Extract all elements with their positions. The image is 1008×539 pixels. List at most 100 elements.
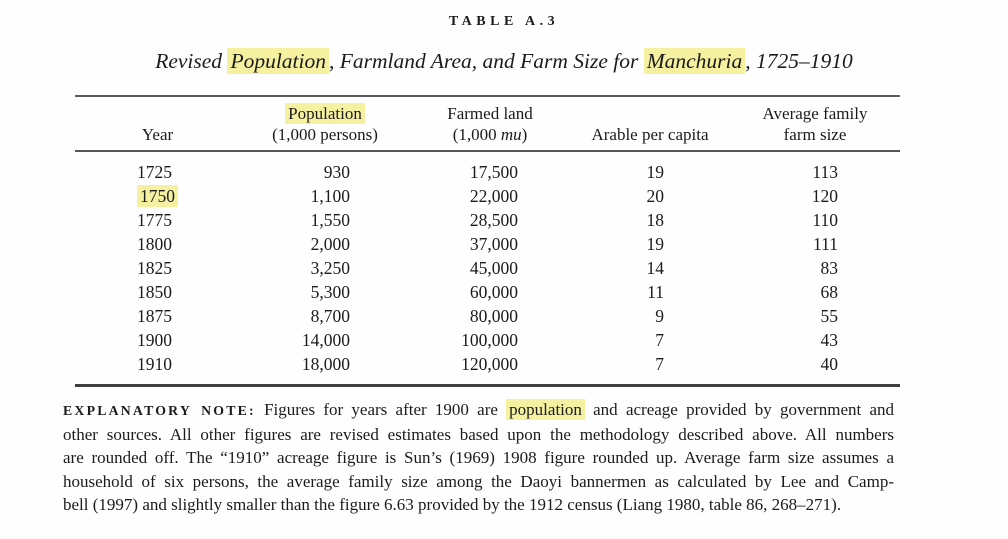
text-segment: 68 <box>820 282 839 302</box>
text-segment: 7 <box>655 354 664 374</box>
text-segment: other sources. All other figures are rev… <box>63 424 894 444</box>
cell-avg-family-farm-size: 55 <box>730 304 900 328</box>
cell-farmed-land: 28,500 <box>410 208 570 232</box>
cell-year: 1875 <box>75 304 240 328</box>
text-segment: 1,550 <box>310 210 350 230</box>
text-segment: ) <box>521 125 528 144</box>
note-line: other sources. All other figures are rev… <box>63 423 894 447</box>
text-segment: 100,000 <box>461 330 518 350</box>
cell-farmed-land: 80,000 <box>410 304 570 328</box>
cell-farmed-land: 45,000 <box>410 256 570 280</box>
cell-avg-family-farm-size: 111 <box>730 232 900 256</box>
text-segment: 1825 <box>137 258 172 278</box>
cell-arable-per-capita: 14 <box>570 256 730 280</box>
table-row-1750: 1750 1,100 22,000 20 120 <box>75 184 900 208</box>
text-segment: 8,700 <box>310 306 350 326</box>
column-header-farmed-land: Farmed land (1,000 mu) <box>410 96 570 152</box>
text-segment: bell (1997) and slightly smaller than th… <box>63 495 842 514</box>
text-segment: Figures for years after 1900 are <box>255 400 507 419</box>
text-segment: 80,000 <box>469 306 518 326</box>
text-segment: , Farmland Area, and Farm Size for <box>329 49 644 73</box>
text-segment: 37,000 <box>469 234 518 254</box>
cell-year: 1800 <box>75 232 240 256</box>
cell-population: 18,000 <box>240 352 410 386</box>
table-row-1800: 1800 2,000 37,000 19 111 <box>75 232 900 256</box>
note-line: bell (1997) and slightly smaller than th… <box>63 493 894 517</box>
column-header-year: Year <box>75 96 240 152</box>
cell-avg-family-farm-size: 83 <box>730 256 900 280</box>
text-segment: 120,000 <box>461 354 518 374</box>
text-segment: are rounded off. The “1910” acreage figu… <box>63 448 894 467</box>
note-label: EXPLANATORY NOTE: <box>63 403 256 418</box>
text-segment: 110 <box>812 210 838 230</box>
cell-avg-family-farm-size: 120 <box>730 184 900 208</box>
column-header-avg-family-farm-size: Average family farm size <box>730 96 900 152</box>
text-segment: 55 <box>820 306 839 326</box>
text-segment: 930 <box>323 162 350 182</box>
cell-year: 1825 <box>75 256 240 280</box>
text-segment: 14 <box>646 258 665 278</box>
search-highlight: Population <box>227 48 329 74</box>
text-segment: Arable per capita <box>591 125 709 144</box>
explanatory-note: EXPLANATORY NOTE: Figures for years afte… <box>63 398 894 517</box>
table-row-1900: 1900 14,000 100,000 7 43 <box>75 328 900 352</box>
table-row-1910: 1910 18,000 120,000 7 40 <box>75 352 900 386</box>
text-segment: 19 <box>646 234 665 254</box>
text-segment: Average family <box>762 104 868 123</box>
text-segment: 2,000 <box>310 234 350 254</box>
text-segment: 17,500 <box>469 162 518 182</box>
text-segment: Revised <box>155 49 228 73</box>
cell-arable-per-capita: 11 <box>570 280 730 304</box>
table-header-row: Year Population (1,000 persons) Farmed land… <box>75 96 900 152</box>
text-segment: 28,500 <box>469 210 518 230</box>
data-table: Year Population (1,000 persons) Farmed land… <box>75 95 900 387</box>
cell-population: 1,550 <box>240 208 410 232</box>
text-segment: 120 <box>811 186 838 206</box>
text-segment: 1,100 <box>310 186 350 206</box>
text-segment: 18 <box>646 210 665 230</box>
table-row-1875: 1875 8,700 80,000 9 55 <box>75 304 900 328</box>
cell-arable-per-capita: 19 <box>570 232 730 256</box>
cell-arable-per-capita: 18 <box>570 208 730 232</box>
text-segment: , 1725–1910 <box>745 49 853 73</box>
note-line: are rounded off. The “1910” acreage figu… <box>63 446 894 470</box>
table-number-label: TABLE A.3 <box>448 14 560 29</box>
text-segment: household of six persons, the average fa… <box>63 471 894 491</box>
text-segment: farm size <box>783 125 847 144</box>
cell-avg-family-farm-size: 43 <box>730 328 900 352</box>
table-body: 1725 930 17,500 19 113 1750 1,100 22,000 20 120 17… <box>75 151 900 386</box>
text-segment: 1725 <box>137 162 172 182</box>
cell-farmed-land: 22,000 <box>410 184 570 208</box>
cell-arable-per-capita: 7 <box>570 328 730 352</box>
table-row-1725: 1725 930 17,500 19 113 <box>75 151 900 184</box>
text-segment: 113 <box>812 162 838 182</box>
cell-population: 930 <box>240 151 410 184</box>
text-segment: and acreage provided by government and <box>584 400 895 419</box>
text-segment: 1900 <box>137 330 172 350</box>
text-segment: 14,000 <box>301 330 350 350</box>
cell-avg-family-farm-size: 68 <box>730 280 900 304</box>
text-segment: 1800 <box>137 234 172 254</box>
note-line: household of six persons, the average fa… <box>63 470 894 494</box>
text-segment: 11 <box>647 282 664 302</box>
column-header-population: Population (1,000 persons) <box>240 96 410 152</box>
table-header: Year Population (1,000 persons) Farmed land… <box>75 96 900 152</box>
cell-avg-family-farm-size: 40 <box>730 352 900 386</box>
search-highlight: 1750 <box>137 185 178 207</box>
text-segment: 1875 <box>137 306 172 326</box>
cell-farmed-land: 37,000 <box>410 232 570 256</box>
text-segment: 5,300 <box>310 282 350 302</box>
cell-population: 1,100 <box>240 184 410 208</box>
text-segment: 45,000 <box>469 258 518 278</box>
text-segment: 3,250 <box>310 258 350 278</box>
text-segment: 18,000 <box>301 354 350 374</box>
cell-farmed-land: 17,500 <box>410 151 570 184</box>
text-segment: Farmed land <box>447 104 533 123</box>
cell-population: 2,000 <box>240 232 410 256</box>
table-title: Revised Population, Farmland Area, and F… <box>0 48 1008 74</box>
cell-arable-per-capita: 19 <box>570 151 730 184</box>
note-line: EXPLANATORY NOTE: Figures for years afte… <box>63 398 894 423</box>
cell-avg-family-farm-size: 113 <box>730 151 900 184</box>
text-segment: 60,000 <box>469 282 518 302</box>
